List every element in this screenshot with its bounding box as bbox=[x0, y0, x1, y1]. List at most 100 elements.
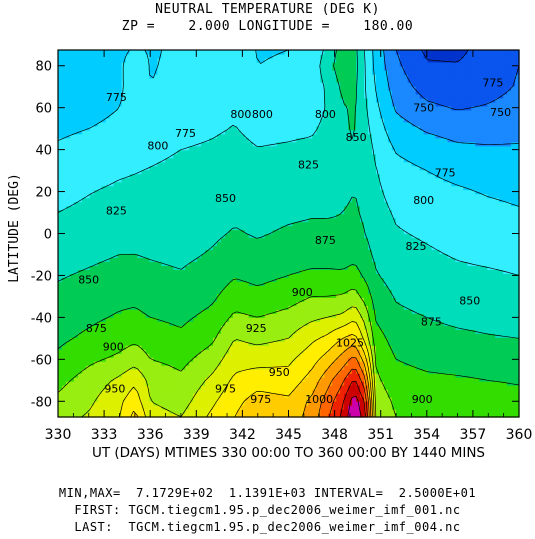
heat-cell bbox=[85, 257, 91, 263]
heat-cell bbox=[308, 341, 313, 346]
heat-cell bbox=[296, 349, 302, 354]
heat-cell bbox=[109, 317, 115, 322]
heat-cell bbox=[141, 293, 147, 298]
heat-cell bbox=[113, 361, 119, 366]
heat-cell bbox=[407, 321, 413, 326]
heat-cell bbox=[113, 389, 119, 394]
heat-cell bbox=[89, 341, 95, 346]
heat-cell bbox=[491, 349, 496, 354]
heat-cell bbox=[61, 309, 67, 314]
heat-cell bbox=[181, 285, 186, 290]
heat-cell bbox=[73, 261, 79, 267]
heat-cell bbox=[256, 249, 262, 255]
heat-cell bbox=[487, 325, 492, 330]
heat-cell bbox=[121, 253, 127, 259]
heat-cell bbox=[137, 357, 143, 362]
heat-cell bbox=[288, 317, 294, 322]
heat-cell bbox=[224, 301, 230, 306]
heat-cell bbox=[340, 393, 345, 398]
heat-cell bbox=[507, 253, 512, 259]
heat-cell bbox=[443, 321, 449, 326]
heat-cell bbox=[304, 285, 309, 290]
heat-cell bbox=[296, 293, 302, 298]
heat-cell bbox=[300, 345, 305, 350]
heat-cell bbox=[77, 261, 83, 267]
heat-cell bbox=[264, 329, 270, 334]
heat-cell bbox=[133, 381, 139, 386]
heat-cell bbox=[185, 277, 190, 282]
heat-cell bbox=[435, 313, 441, 318]
heat-cell bbox=[220, 405, 226, 410]
heat-cell bbox=[360, 293, 365, 298]
heat-cell bbox=[479, 349, 484, 354]
heat-cell bbox=[447, 293, 453, 298]
heat-cell bbox=[224, 289, 230, 294]
heat-cell bbox=[443, 389, 449, 394]
heat-cell bbox=[58, 321, 63, 326]
heat-cell bbox=[475, 257, 480, 263]
heat-cell bbox=[169, 245, 174, 251]
heat-cell bbox=[252, 273, 258, 278]
heat-cell bbox=[483, 385, 488, 390]
heat-cell bbox=[383, 393, 389, 398]
heat-cell bbox=[260, 281, 266, 286]
heat-cell bbox=[411, 313, 417, 318]
heat-cell bbox=[483, 245, 488, 251]
heat-cell bbox=[379, 385, 385, 390]
heat-cell bbox=[133, 293, 139, 298]
heat-cell bbox=[133, 273, 139, 278]
heat-cell bbox=[336, 261, 341, 267]
heat-cell bbox=[193, 385, 198, 390]
heat-cell bbox=[209, 397, 214, 402]
heat-cell bbox=[181, 329, 186, 334]
heat-cell bbox=[439, 349, 445, 354]
heat-cell bbox=[141, 381, 147, 386]
heat-cell bbox=[189, 341, 194, 346]
heat-cell bbox=[308, 377, 313, 382]
heat-cell bbox=[435, 405, 441, 410]
heat-cell bbox=[292, 289, 298, 294]
heat-cell bbox=[121, 321, 127, 326]
heat-cell bbox=[101, 389, 107, 394]
heat-cell bbox=[511, 413, 516, 418]
heat-cell bbox=[284, 349, 290, 354]
heat-cell bbox=[236, 353, 242, 358]
heat-cell bbox=[455, 337, 460, 342]
heat-cell bbox=[224, 321, 230, 326]
heat-cell bbox=[467, 313, 472, 318]
heat-cell bbox=[427, 253, 433, 259]
heat-cell bbox=[113, 377, 119, 382]
heat-cell bbox=[300, 313, 305, 318]
heat-cell bbox=[479, 393, 484, 398]
heat-cell bbox=[133, 401, 139, 406]
heat-cell bbox=[292, 365, 298, 370]
heat-cell bbox=[300, 389, 305, 394]
heat-cell bbox=[105, 313, 111, 318]
heat-cell bbox=[483, 321, 488, 326]
heat-cell bbox=[216, 345, 222, 350]
heat-cell bbox=[475, 325, 480, 330]
heat-cell bbox=[157, 393, 162, 398]
heat-cell bbox=[137, 377, 143, 382]
heat-cell bbox=[157, 265, 162, 270]
heat-cell bbox=[479, 301, 484, 306]
heat-cell bbox=[85, 361, 91, 366]
heat-cell bbox=[467, 317, 472, 322]
heat-cell bbox=[371, 401, 377, 406]
heat-cell bbox=[105, 353, 111, 358]
heat-cell bbox=[65, 325, 71, 330]
heat-cell bbox=[216, 409, 222, 414]
heat-cell bbox=[292, 301, 298, 306]
heat-cell bbox=[252, 389, 258, 394]
heat-cell bbox=[467, 341, 472, 346]
heat-cell bbox=[415, 317, 421, 322]
heat-cell bbox=[348, 405, 353, 410]
heat-cell bbox=[431, 377, 437, 382]
heat-cell bbox=[173, 281, 178, 286]
heat-cell bbox=[391, 333, 397, 338]
heat-cell bbox=[153, 253, 158, 259]
heat-cell bbox=[177, 293, 182, 298]
heat-cell bbox=[153, 349, 158, 354]
heat-cell bbox=[435, 393, 441, 398]
heat-cell bbox=[205, 277, 210, 282]
